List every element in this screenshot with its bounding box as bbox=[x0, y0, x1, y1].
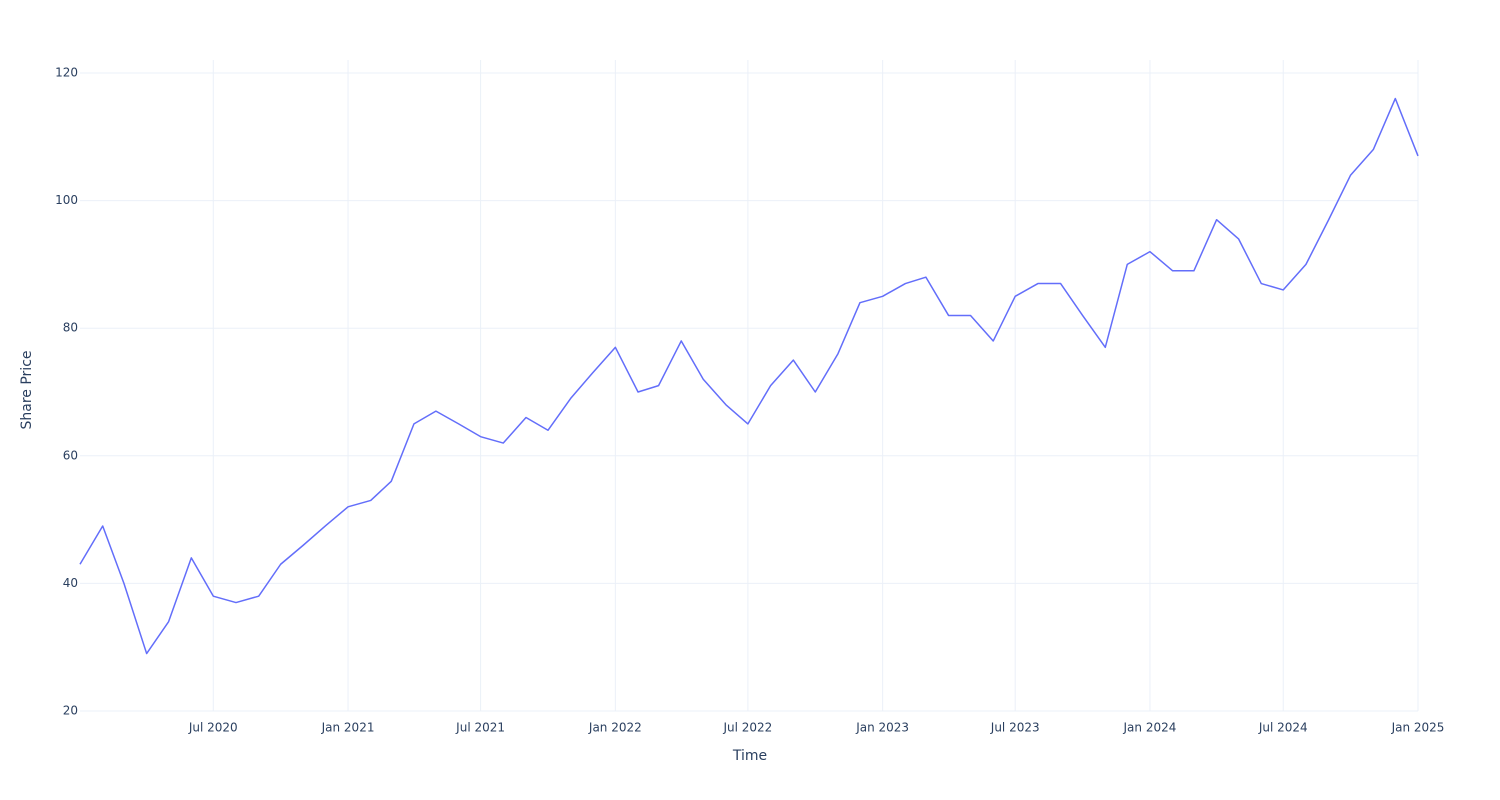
y-tick-label: 100 bbox=[55, 193, 78, 207]
x-tick-label: Jan 2022 bbox=[588, 721, 642, 735]
y-tick-label: 120 bbox=[55, 66, 78, 80]
x-tick-label: Jan 2024 bbox=[1123, 721, 1177, 735]
x-tick-label: Jan 2025 bbox=[1391, 721, 1445, 735]
y-tick-label: 40 bbox=[63, 576, 78, 590]
x-tick-label: Jan 2021 bbox=[321, 721, 375, 735]
x-axis-title: Time bbox=[732, 748, 767, 764]
x-tick-label: Jul 2024 bbox=[1258, 721, 1308, 735]
x-tick-label: Jul 2023 bbox=[990, 721, 1040, 735]
y-tick-label: 20 bbox=[63, 704, 78, 718]
y-tick-label: 80 bbox=[63, 321, 78, 335]
x-tick-label: Jul 2020 bbox=[188, 721, 238, 735]
x-tick-label: Jul 2021 bbox=[455, 721, 505, 735]
y-tick-label: 60 bbox=[63, 448, 78, 462]
x-tick-label: Jan 2023 bbox=[855, 721, 909, 735]
x-tick-label: Jul 2022 bbox=[722, 721, 772, 735]
y-axis-title: Share Price bbox=[19, 350, 35, 429]
price-line bbox=[79, 97, 1419, 655]
